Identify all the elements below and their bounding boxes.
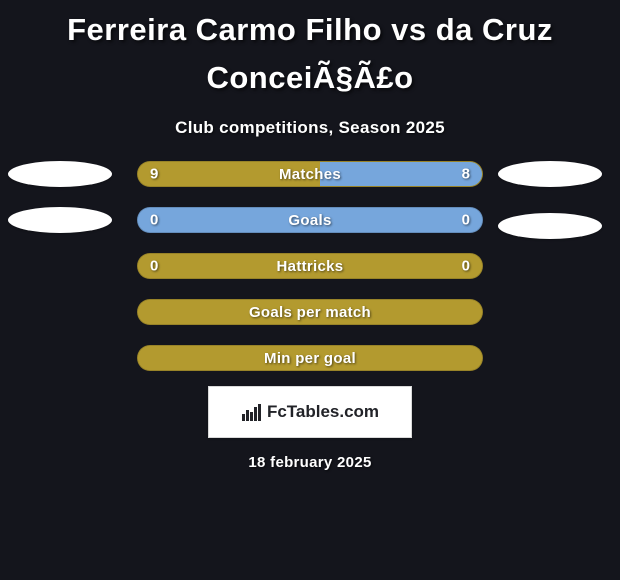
- logo-text: FcTables.com: [267, 402, 379, 422]
- stat-bar: Goals per match: [137, 299, 483, 325]
- player-badge-left: [8, 161, 112, 187]
- stat-label: Hattricks: [138, 254, 482, 278]
- stat-row-goals-per-match: Goals per match: [0, 298, 620, 326]
- stat-value-right: 0: [462, 212, 470, 229]
- stat-bar: 0 Hattricks 0: [137, 253, 483, 279]
- stat-rows: 9 Matches 8 0 Goals 0 0 Hat: [0, 160, 620, 372]
- stat-value-right: 8: [462, 166, 470, 183]
- stat-bar: 9 Matches 8: [137, 161, 483, 187]
- stat-label: Goals: [138, 208, 482, 232]
- stat-row-matches: 9 Matches 8: [0, 160, 620, 188]
- page-title: Ferreira Carmo Filho vs da Cruz ConceiÃ§…: [0, 6, 620, 102]
- subtitle: Club competitions, Season 2025: [175, 118, 445, 138]
- logo-text-rest: Tables.com: [287, 402, 379, 421]
- comparison-card: Ferreira Carmo Filho vs da Cruz ConceiÃ§…: [0, 0, 620, 580]
- logo-box: FcTables.com: [208, 386, 412, 438]
- stat-row-min-per-goal: Min per goal: [0, 344, 620, 372]
- stat-label: Matches: [138, 162, 482, 186]
- player-badge-right: [498, 161, 602, 187]
- logo-text-fc: Fc: [267, 402, 287, 421]
- stat-label: Min per goal: [138, 346, 482, 370]
- stat-bar: 0 Goals 0: [137, 207, 483, 233]
- stat-value-right: 0: [462, 258, 470, 275]
- player-badge-left: [8, 207, 112, 233]
- date-text: 18 february 2025: [248, 454, 371, 471]
- bars-icon: [241, 402, 261, 422]
- stat-row-goals: 0 Goals 0: [0, 206, 620, 234]
- stat-bar: Min per goal: [137, 345, 483, 371]
- player-badge-right: [498, 213, 602, 239]
- stat-label: Goals per match: [138, 300, 482, 324]
- stat-row-hattricks: 0 Hattricks 0: [0, 252, 620, 280]
